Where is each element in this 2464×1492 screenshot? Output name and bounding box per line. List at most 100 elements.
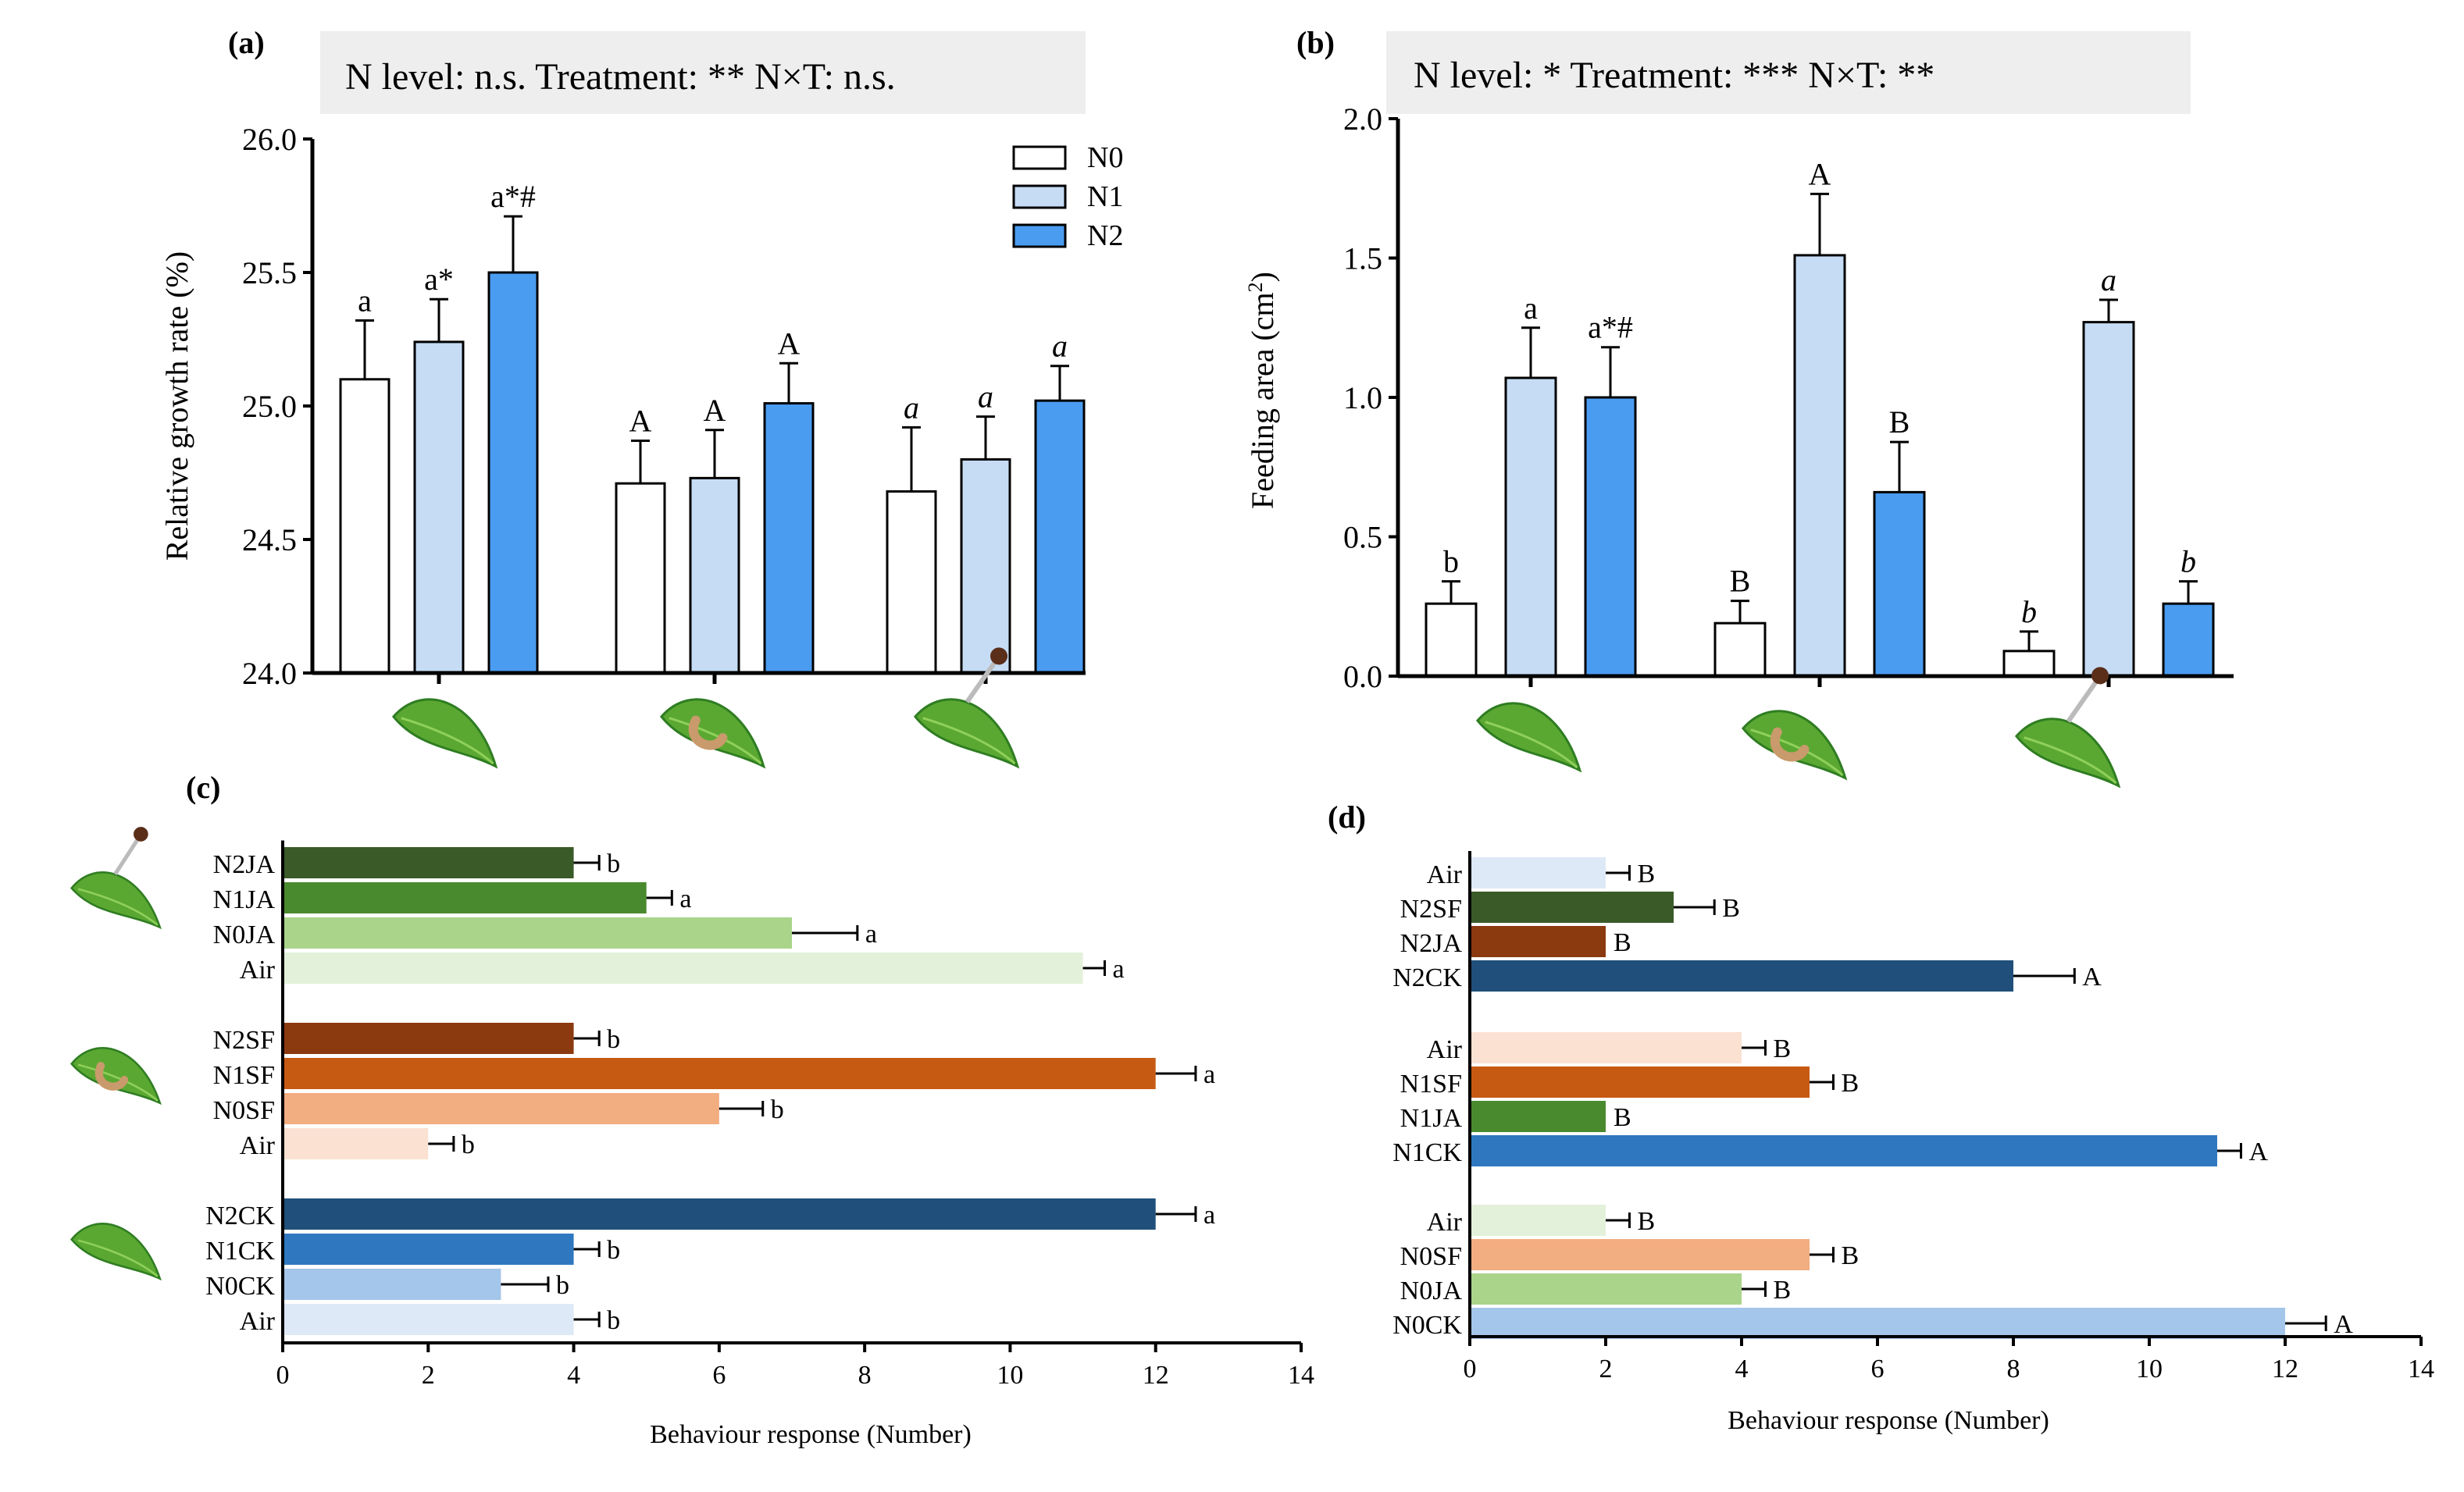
- d-significance-label: A: [2248, 1138, 2268, 1166]
- c-x-tick-label: 14: [1288, 1361, 1314, 1390]
- caterpillar-leaf-icon: [654, 692, 775, 768]
- panel-c-axes: 0 2 4 6 8 10 12 14: [276, 840, 1314, 1390]
- dropper-leaf-icon: [908, 647, 1029, 768]
- d-bar-label: N1CK: [1392, 1138, 1462, 1167]
- c-bar-label: N0CK: [205, 1272, 275, 1301]
- b-bar-N0: [1425, 602, 1478, 678]
- d-bar-n2ck: [1470, 960, 2013, 992]
- a-significance-label: A: [629, 403, 652, 438]
- panel-d-axes: 0 2 4 6 8 10 12 14: [1464, 851, 2434, 1383]
- c-bar-label: N0JA: [213, 920, 276, 949]
- leaf-icon: [387, 692, 507, 768]
- b-significance-label: A: [1809, 156, 1831, 191]
- panel-a-category-icons: [387, 647, 1029, 768]
- legend-swatch-N2: [1012, 223, 1067, 248]
- a-bar-N1: [689, 476, 740, 675]
- c-bar-air: [283, 953, 1083, 984]
- panel-a-y-ticks: 24.0 24.5 25.0 25.5 26.0: [242, 122, 312, 691]
- b-bar-N1: [1793, 254, 1846, 678]
- a-bar-N0: [886, 490, 937, 675]
- d-bar-label: Air: [1427, 1208, 1463, 1237]
- c-significance-label: b: [771, 1095, 784, 1124]
- b-bar-N0: [1713, 621, 1767, 678]
- a-significance-label: A: [704, 393, 726, 428]
- b-y-tick-label: 2.0: [1343, 101, 1382, 137]
- b-y-tick-label: 1.5: [1343, 241, 1382, 276]
- d-significance-label: B: [1841, 1069, 1859, 1098]
- b-y-tick-label: 0.5: [1343, 520, 1382, 555]
- c-bar-n0sf: [283, 1093, 719, 1124]
- b-significance-label: B: [1730, 564, 1751, 599]
- d-bar-label: Air: [1427, 1035, 1463, 1064]
- d-bar-label: N0JA: [1400, 1277, 1463, 1305]
- c-bar-label: Air: [240, 1131, 276, 1160]
- d-x-tick-label: 12: [2272, 1355, 2298, 1383]
- a-bar-N1: [960, 458, 1011, 675]
- d-bar-label: N1JA: [1400, 1104, 1463, 1133]
- c-significance-label: a: [1113, 955, 1125, 984]
- panel-d-label: (d): [1328, 799, 1366, 835]
- b-bar-N2: [1873, 490, 1926, 678]
- c-bar-air: [283, 1304, 574, 1335]
- c-bar-label: N0SF: [213, 1096, 275, 1125]
- d-significance-label: A: [2082, 963, 2102, 992]
- d-significance-label: B: [1773, 1276, 1791, 1305]
- dropper-leaf-icon: [2009, 667, 2130, 788]
- d-x-tick-label: 14: [2408, 1355, 2434, 1383]
- c-bar-air: [283, 1128, 429, 1159]
- c-significance-label: b: [607, 849, 620, 878]
- d-x-tick-label: 6: [1871, 1355, 1885, 1383]
- a-y-tick-label: 25.0: [242, 389, 297, 424]
- panel-a-stats-box: [320, 31, 1086, 114]
- c-bar-label: Air: [240, 956, 276, 985]
- panel-b-label: (b): [1296, 25, 1335, 60]
- panel-d: (d) Air B N2SF B N2JA B N2CK A Air B N1SF B N1JA B N1C…: [1328, 799, 2434, 1435]
- c-significance-label: b: [607, 1025, 620, 1054]
- d-bar-label: N2CK: [1392, 963, 1462, 992]
- panel-b-y-ticks: 0.0 0.5 1.0 1.5 2.0: [1343, 101, 1398, 694]
- c-x-tick-label: 6: [712, 1361, 726, 1390]
- d-significance-label: B: [1722, 894, 1740, 923]
- panel-b-stats-box: [1386, 31, 2191, 114]
- a-bar-N1: [413, 340, 465, 675]
- c-significance-label: a: [1203, 1201, 1215, 1230]
- d-significance-label: B: [1841, 1241, 1859, 1270]
- b-significance-label: B: [1889, 404, 1910, 440]
- b-bar-N1: [2082, 321, 2135, 678]
- panel-b-stats: N level: * Treatment: *** N×T: **: [1414, 55, 1934, 96]
- legend-label-N2: N2: [1087, 219, 1123, 252]
- panel-a-ylabel: Relative growth rate (%): [159, 251, 194, 561]
- c-bar-label: N2JA: [213, 850, 276, 879]
- panel-c: (c) N2JA b N1JA a N0JA a Air a N2SF b N1SF a N0SF b Ai…: [66, 770, 1314, 1449]
- caterpillar-leaf-icon: [1736, 703, 1856, 780]
- a-y-tick-label: 24.5: [242, 522, 297, 557]
- a-significance-label: a*#: [490, 179, 536, 214]
- d-bar-label: Air: [1427, 860, 1463, 889]
- c-bar-label: N2CK: [205, 1202, 275, 1230]
- a-y-tick-label: 25.5: [242, 255, 297, 290]
- c-bar-n1ja: [283, 882, 647, 913]
- c-x-tick-label: 4: [567, 1361, 580, 1390]
- c-significance-label: a: [1203, 1060, 1215, 1089]
- c-significance-label: a: [865, 920, 877, 949]
- d-significance-label: B: [1637, 1207, 1655, 1236]
- b-bar-N2: [1584, 396, 1637, 678]
- panel-a-label: (a): [228, 25, 265, 60]
- c-bar-label: N1JA: [213, 885, 276, 914]
- c-bar-label: Air: [240, 1307, 276, 1336]
- d-significance-label: B: [1773, 1034, 1791, 1063]
- d-bar-n2ja: [1470, 926, 1606, 957]
- c-significance-label: b: [462, 1131, 475, 1159]
- a-significance-label: a*: [424, 262, 454, 297]
- d-bar-n0ja: [1470, 1273, 1742, 1305]
- c-significance-label: b: [607, 1306, 620, 1335]
- c-bar-label: N1SF: [213, 1061, 275, 1090]
- d-significance-label: B: [1637, 860, 1655, 888]
- d-bar-label: N2JA: [1400, 929, 1463, 958]
- panel-a-legend: N0 N1 N2: [1012, 141, 1123, 252]
- c-significance-label: b: [607, 1236, 620, 1265]
- legend-label-N0: N0: [1087, 141, 1123, 174]
- a-significance-label: A: [778, 326, 801, 361]
- b-significance-label: b: [1443, 544, 1459, 579]
